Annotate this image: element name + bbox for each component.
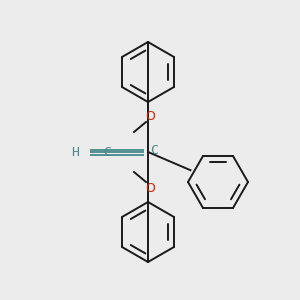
Text: O: O <box>145 110 155 122</box>
Text: C: C <box>150 145 158 158</box>
Text: H - C: H - C <box>72 146 112 158</box>
Text: O: O <box>145 182 155 194</box>
